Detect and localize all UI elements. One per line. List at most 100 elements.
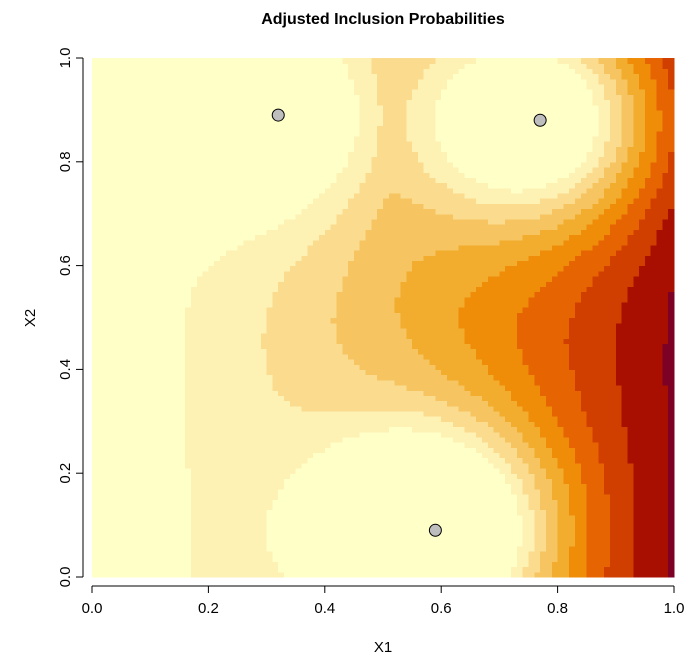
heatmap-cell xyxy=(604,421,611,428)
heatmap-cell xyxy=(237,348,244,355)
heatmap-cell xyxy=(458,322,466,329)
heatmap-cell xyxy=(289,322,297,329)
heatmap-cell xyxy=(313,322,320,329)
heatmap-cell xyxy=(150,322,157,329)
heatmap-cell xyxy=(470,462,477,469)
heatmap-cell xyxy=(167,416,175,422)
heatmap-cell xyxy=(534,395,541,402)
heatmap-cell xyxy=(627,410,634,417)
heatmap-cell xyxy=(132,478,140,485)
heatmap-cell xyxy=(423,390,431,396)
heatmap-cell xyxy=(481,395,489,402)
heatmap-cell xyxy=(394,390,402,396)
heatmap-cell xyxy=(342,338,349,345)
heatmap-cell xyxy=(499,566,506,573)
heatmap-cell xyxy=(156,514,163,521)
heatmap-cell xyxy=(196,468,204,474)
heatmap-cell xyxy=(342,359,349,365)
heatmap-cell xyxy=(313,379,320,386)
heatmap-cell xyxy=(359,322,367,329)
heatmap-cell xyxy=(650,535,658,542)
heatmap-cell xyxy=(220,322,227,329)
heatmap-cell xyxy=(627,488,634,495)
heatmap-cell xyxy=(563,364,570,370)
heatmap-cell xyxy=(499,410,506,417)
heatmap-cell xyxy=(458,431,466,438)
heatmap-cell xyxy=(481,442,489,448)
heatmap-cell xyxy=(522,452,530,459)
heatmap-cell xyxy=(417,421,425,428)
heatmap-cell xyxy=(609,400,617,407)
heatmap-cell xyxy=(481,561,489,568)
heatmap-cell xyxy=(470,566,477,573)
heatmap-cell xyxy=(487,400,495,407)
heatmap-cell xyxy=(569,431,576,438)
heatmap-cell xyxy=(394,400,402,407)
heatmap-cell xyxy=(109,519,116,526)
heatmap-cell xyxy=(353,431,361,438)
heatmap-cell xyxy=(383,473,390,479)
heatmap-cell xyxy=(511,395,518,402)
heatmap-cell xyxy=(406,359,413,365)
heatmap-cell xyxy=(586,390,594,396)
heatmap-cell xyxy=(167,483,175,490)
heatmap-cell xyxy=(522,509,530,516)
heatmap-cell xyxy=(324,462,332,469)
heatmap-cell xyxy=(231,540,239,547)
heatmap-cell xyxy=(353,426,361,433)
heatmap-cell xyxy=(272,545,279,552)
heatmap-cell xyxy=(639,333,646,339)
heatmap-cell xyxy=(388,478,396,485)
heatmap-cell xyxy=(330,519,338,526)
heatmap-cell xyxy=(604,400,611,407)
heatmap-cell xyxy=(458,436,466,443)
heatmap-cell xyxy=(650,416,658,422)
heatmap-cell xyxy=(400,384,407,391)
heatmap-cell xyxy=(627,327,634,334)
heatmap-cell xyxy=(231,374,239,381)
heatmap-cell xyxy=(639,395,646,402)
heatmap-cell xyxy=(604,390,611,396)
heatmap-cell xyxy=(511,426,518,433)
heatmap-cell xyxy=(150,333,157,339)
heatmap-cell xyxy=(412,525,419,531)
heatmap-cell xyxy=(301,317,308,324)
heatmap-cell xyxy=(464,457,471,464)
heatmap-cell xyxy=(301,478,308,485)
heatmap-cell xyxy=(202,338,209,345)
heatmap-cell xyxy=(644,509,652,516)
heatmap-cell xyxy=(254,493,262,500)
heatmap-cell xyxy=(377,499,384,505)
heatmap-cell xyxy=(447,493,454,500)
heatmap-cell xyxy=(633,400,640,407)
heatmap-cell xyxy=(97,551,105,557)
heatmap-cell xyxy=(318,333,326,339)
heatmap-cell xyxy=(458,468,466,474)
heatmap-cell xyxy=(371,322,378,329)
heatmap-cell xyxy=(383,431,390,438)
heatmap-cell xyxy=(639,447,646,454)
heatmap-cell xyxy=(237,364,244,370)
heatmap-cell xyxy=(406,457,413,464)
heatmap-cell xyxy=(365,504,372,511)
heatmap-cell xyxy=(470,374,477,381)
heatmap-cell xyxy=(551,525,559,531)
heatmap-cell xyxy=(644,400,652,407)
heatmap-cell xyxy=(173,369,180,376)
heatmap-cell xyxy=(551,468,559,474)
heatmap-cell xyxy=(400,374,407,381)
heatmap-cell xyxy=(190,353,198,360)
heatmap-cell xyxy=(121,348,128,355)
heatmap-cell xyxy=(394,338,402,345)
heatmap-cell xyxy=(313,447,320,454)
heatmap-cell xyxy=(318,317,326,324)
heatmap-cell xyxy=(511,566,518,573)
heatmap-cell xyxy=(464,400,471,407)
heatmap-cell xyxy=(336,333,343,339)
heatmap-cell xyxy=(429,566,436,573)
heatmap-cell xyxy=(365,457,372,464)
heatmap-cell xyxy=(633,509,640,516)
heatmap-cell xyxy=(621,364,629,370)
heatmap-cell xyxy=(307,468,314,474)
heatmap-cell xyxy=(220,348,227,355)
